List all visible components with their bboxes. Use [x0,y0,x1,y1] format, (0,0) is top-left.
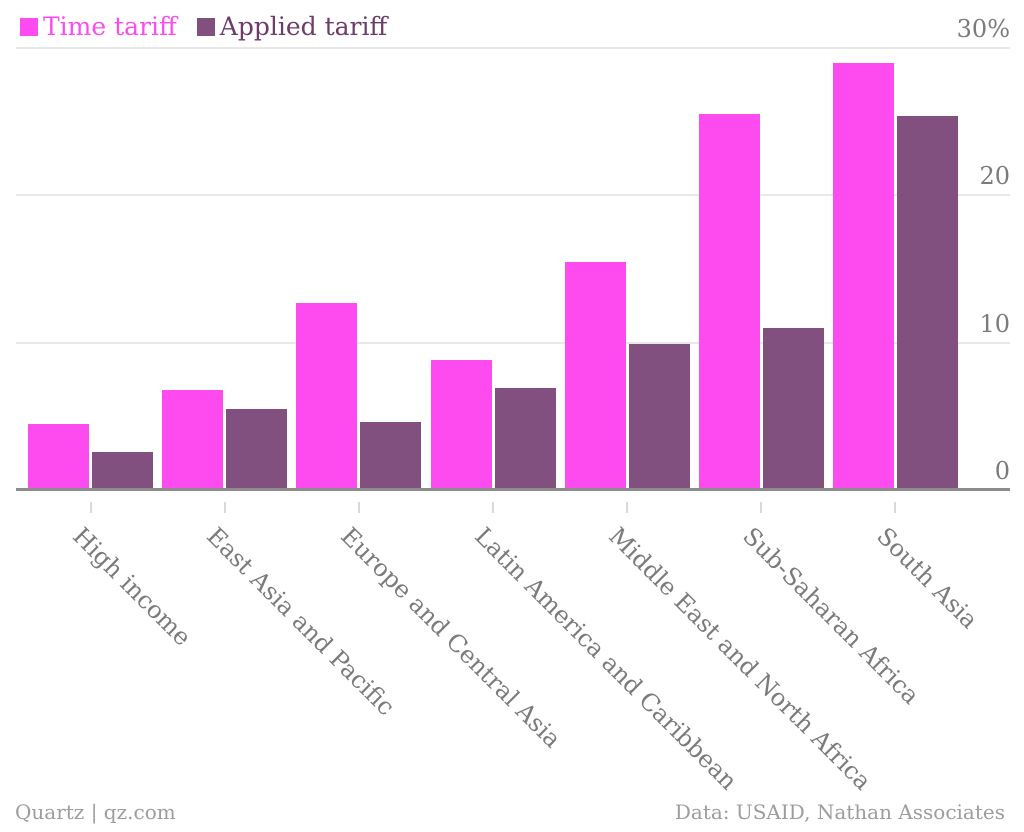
gridline [16,341,1010,344]
gridline [16,47,1010,50]
time-tariff-bar [162,389,224,490]
legend: Time tariff Applied tariff [20,13,387,41]
applied-tariff-bar [360,422,422,490]
applied-tariff-bar [92,451,154,490]
legend-item-time-tariff: Time tariff [20,13,177,41]
legend-label-applied-tariff: Applied tariff [219,12,388,41]
x-axis-tick [626,502,629,513]
x-axis-label: High income [66,522,197,652]
x-axis-label: Middle East and North Africa [603,522,877,796]
x-axis-line [16,488,1010,491]
applied-tariff-bar [226,408,288,490]
source-attribution-left: Quartz | qz.com [15,800,176,824]
y-axis-label: 30% [956,15,1010,44]
time-tariff-bar [296,302,358,490]
x-axis-tick [89,502,92,513]
time-tariff-bar [28,423,90,490]
time-tariff-bar [564,261,626,490]
applied-tariff-bar [762,327,824,490]
legend-swatch-time-tariff-icon [20,18,38,36]
applied-tariff-bar [896,115,958,490]
x-axis-label: Europe and Central Asia [335,522,567,754]
x-axis-tick [894,502,897,513]
source-attribution-right: Data: USAID, Nathan Associates [674,800,1005,824]
x-axis-tick [223,502,226,513]
legend-label-time-tariff: Time tariff [43,12,177,41]
footer: Quartz | qz.com Data: USAID, Nathan Asso… [0,800,1024,832]
applied-tariff-bar [628,344,690,490]
x-axis-label: South Asia [871,522,984,635]
time-tariff-bar [430,360,492,490]
gridline [16,194,1010,197]
x-axis-tick [492,502,494,513]
legend-swatch-applied-tariff-icon [196,18,215,36]
applied-tariff-bar [494,388,556,490]
y-axis-label: 0 [994,457,1010,485]
x-axis-tick [357,502,360,513]
x-axis-label: Latin America and Caribbean [469,522,743,796]
time-tariff-bar [698,114,760,490]
time-tariff-bar [832,62,894,490]
y-axis-label: 20 [979,162,1010,191]
x-axis-tick [760,502,763,513]
legend-item-applied-tariff: Applied tariff [196,12,388,41]
y-axis-label: 10 [979,309,1010,338]
